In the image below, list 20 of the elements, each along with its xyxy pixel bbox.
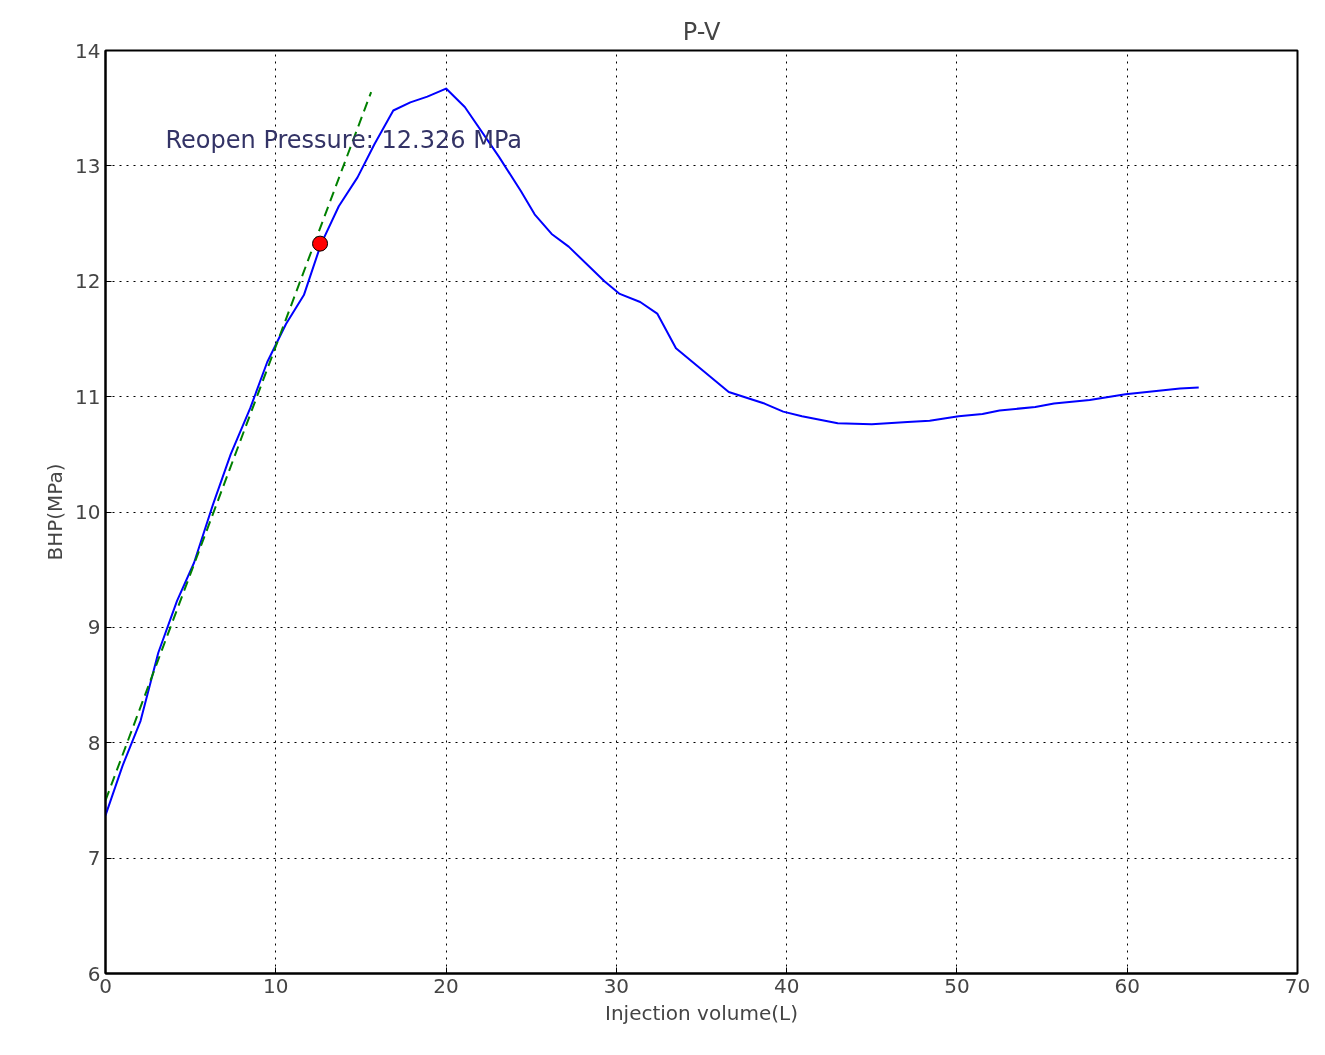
y-tick-label: 7 [87, 846, 101, 871]
y-tick-label: 11 [75, 384, 101, 409]
y-tick-label: 12 [75, 269, 101, 294]
x-tick-label: 40 [773, 973, 800, 998]
y-tick-label: 13 [75, 153, 101, 178]
chart-title: P-V [682, 17, 721, 46]
y-tick-label: 14 [75, 38, 101, 63]
y-tick-label: 8 [87, 730, 101, 755]
y-tick-label: 10 [75, 500, 101, 524]
x-tick-label: 50 [944, 973, 970, 998]
x-tick-label: 0 [99, 973, 112, 998]
x-tick-label: 60 [1114, 973, 1140, 998]
x-tick-label: 30 [603, 973, 630, 998]
x-tick-label: 20 [433, 973, 459, 998]
y-tick-label: 6 [87, 961, 101, 986]
y-axis-title: BHP(MPa) [43, 463, 68, 561]
x-tick-label: 10 [263, 973, 289, 998]
y-tick-label: 9 [87, 615, 101, 640]
x-axis-title: Injection volume(L) [605, 1000, 798, 1025]
x-tick-label: 70 [1284, 973, 1311, 998]
